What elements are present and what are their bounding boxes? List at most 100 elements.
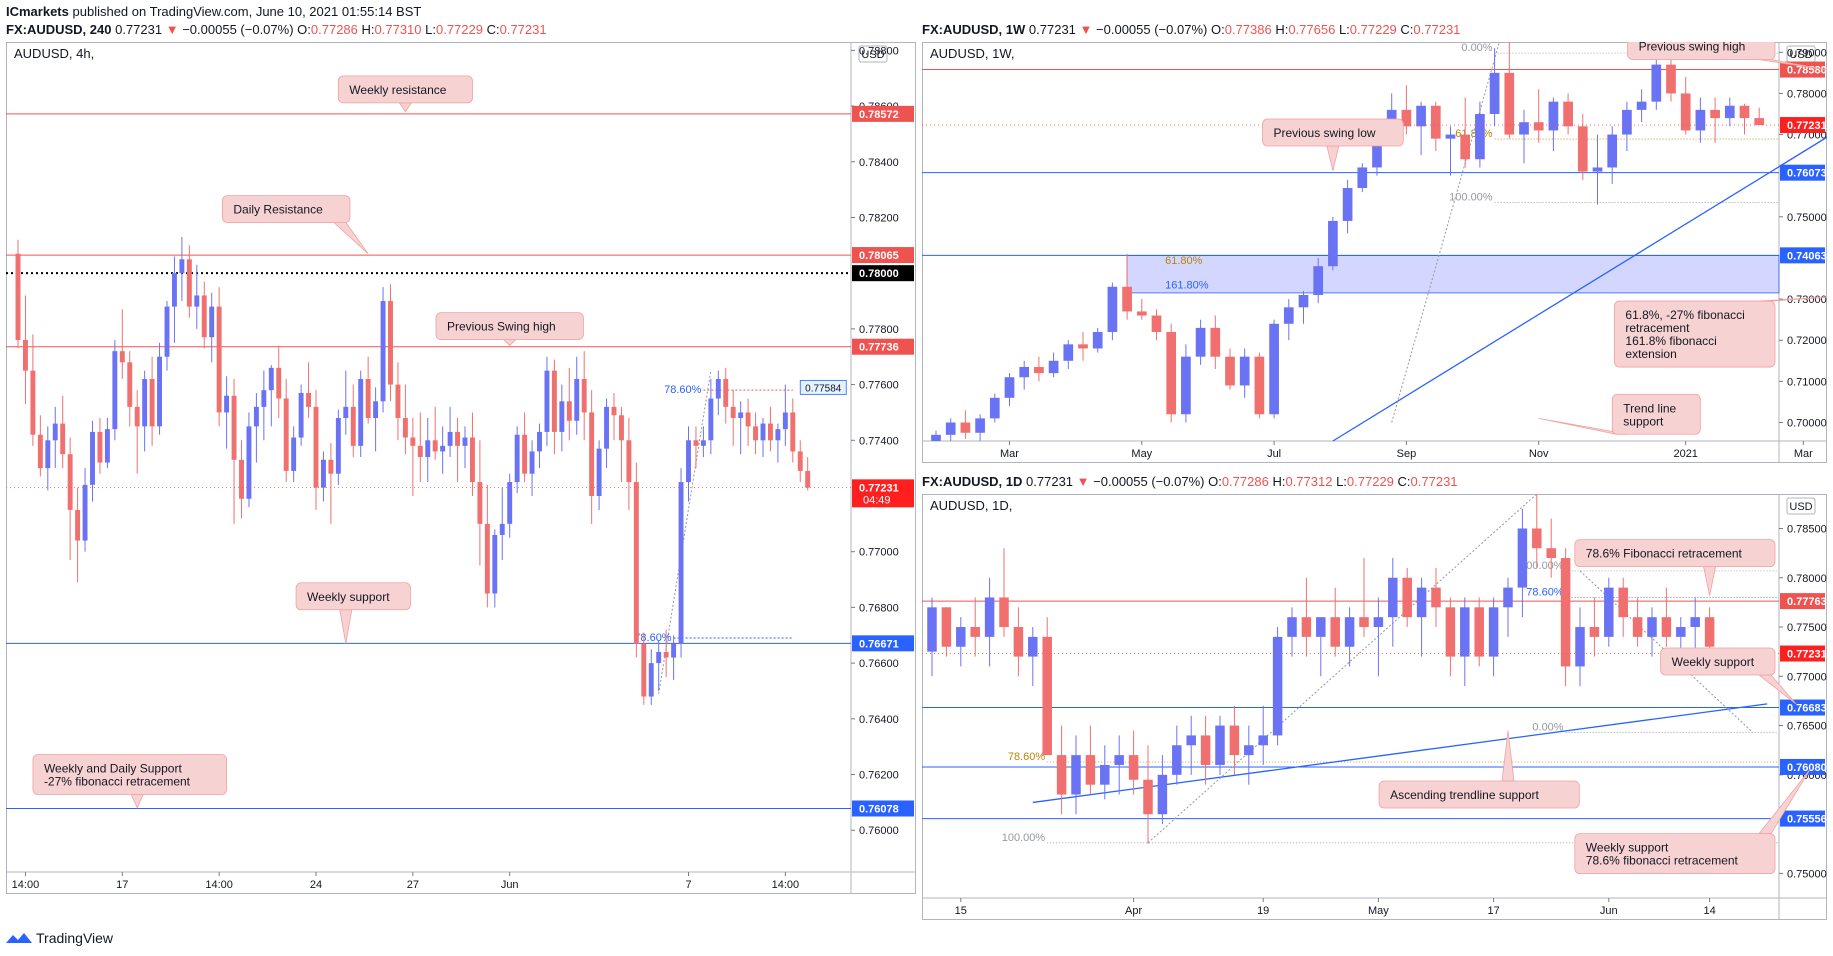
candle-body: [283, 398, 289, 471]
low-value: 0.77229: [1349, 22, 1397, 37]
candle-body: [975, 418, 985, 433]
candle-body: [1357, 167, 1368, 189]
price-change: −0.00055 (−0.07%): [182, 22, 294, 37]
time-tick-label: 14:00: [12, 879, 40, 891]
candle-body: [298, 392, 304, 438]
candle-body: [60, 423, 66, 455]
close-value: 0.77231: [1410, 474, 1458, 489]
candle-body: [1430, 105, 1441, 139]
callout-text: Daily Resistance: [233, 203, 323, 217]
candle-body: [499, 523, 505, 535]
candle-body: [1157, 774, 1168, 815]
candle-body: [1661, 617, 1672, 637]
candle-body: [1503, 587, 1513, 608]
level-price-label: 0.74063: [1787, 250, 1827, 262]
candle-body: [1225, 356, 1235, 386]
candle-body: [1215, 725, 1225, 765]
price-tick-label: 0.77800: [859, 324, 899, 336]
callout: Weekly support: [295, 582, 411, 644]
level-price-tag: [1780, 593, 1825, 610]
callout: Daily Resistance: [221, 195, 369, 254]
price-tick-label: 0.78200: [859, 212, 899, 224]
level-price-tag: [852, 338, 914, 355]
candle-body: [209, 306, 215, 338]
candle-body: [1122, 286, 1132, 312]
candle-body: [306, 392, 312, 407]
high-value: 0.77656: [1288, 22, 1336, 37]
candle-body: [1532, 528, 1542, 549]
fib-level-label: 0.00%: [1461, 42, 1492, 54]
candle-body: [738, 412, 744, 419]
candle-body: [142, 379, 148, 427]
callout-text: Previous swing low: [1274, 126, 1376, 140]
candle-body: [753, 426, 759, 441]
chart-title: AUDUSD, 1W,: [930, 46, 1015, 61]
candle-body: [1034, 366, 1044, 374]
trend-line: [1332, 136, 1827, 442]
candle-body: [268, 367, 274, 391]
candle-body: [380, 301, 386, 402]
candle-body: [328, 459, 334, 474]
candle-body: [1254, 356, 1265, 415]
time-tick-label: Jul: [1267, 448, 1281, 460]
candle-body: [1085, 755, 1096, 785]
candle-body: [1107, 286, 1118, 332]
time-tick-label: 15: [955, 905, 967, 917]
down-arrow-icon: ▼: [1076, 474, 1090, 489]
candle-body: [551, 370, 557, 432]
candle-body: [1632, 617, 1643, 637]
candle-body: [1272, 636, 1283, 736]
candle-body: [1019, 366, 1030, 378]
candle-body: [745, 412, 751, 427]
candle-body: [797, 451, 803, 471]
candle-body: [1313, 266, 1324, 295]
currency-label: USD: [861, 49, 884, 61]
candle-body: [477, 482, 483, 524]
candle-body: [611, 406, 617, 416]
candle-body: [417, 445, 423, 457]
candle-body: [469, 437, 475, 483]
candle-body: [767, 423, 773, 441]
candle-body: [1460, 134, 1471, 160]
callout-box: [435, 312, 584, 340]
candle-body: [671, 643, 677, 658]
candle-body: [678, 482, 684, 644]
time-tick-label: 2021: [1673, 448, 1697, 460]
candle-body: [216, 306, 222, 413]
price-tick-label: 0.78000: [1787, 88, 1827, 100]
candle-body: [1136, 311, 1147, 316]
candle-body: [1416, 587, 1427, 618]
candle-body: [82, 484, 88, 541]
candle-body: [693, 440, 699, 446]
candle-body: [1710, 109, 1720, 119]
candle-body: [1704, 617, 1715, 647]
candle-body: [1342, 188, 1353, 221]
zone-level-label: 161.80%: [1165, 280, 1209, 292]
price-tick-label: 0.76400: [859, 714, 899, 726]
time-tick-label: 14:00: [205, 879, 233, 891]
candle-body: [484, 523, 490, 594]
candle-body: [1114, 755, 1124, 765]
candle-body: [455, 431, 461, 446]
candle-body: [775, 429, 781, 441]
w1-chart[interactable]: AUDUSD, 1W, USD0.790000.780000.770000.750…: [922, 42, 1827, 463]
candle-body: [373, 401, 379, 419]
h4-chart[interactable]: AUDUSD, 4h,USD0.788000.786000.784000.782…: [6, 42, 916, 894]
callout-text: extension: [1625, 347, 1676, 361]
candle-body: [1186, 735, 1196, 746]
callout-text: Weekly resistance: [349, 83, 446, 97]
candle-body: [941, 607, 952, 647]
candle-body: [1548, 101, 1559, 131]
candle-body: [1563, 101, 1573, 127]
candle-body: [1063, 344, 1074, 361]
candle-body: [559, 401, 565, 432]
time-tick-label: 17: [116, 879, 128, 891]
candle-body: [164, 306, 170, 357]
candle-body: [581, 379, 587, 413]
candle-body: [931, 434, 941, 441]
candle-body: [1666, 64, 1676, 94]
last-price-tag: [1780, 117, 1825, 134]
d1-chart[interactable]: AUDUSD, 1D, USD 0.78500 0.78000 0.77500 0.770…: [922, 494, 1827, 920]
candle-body: [626, 440, 632, 483]
